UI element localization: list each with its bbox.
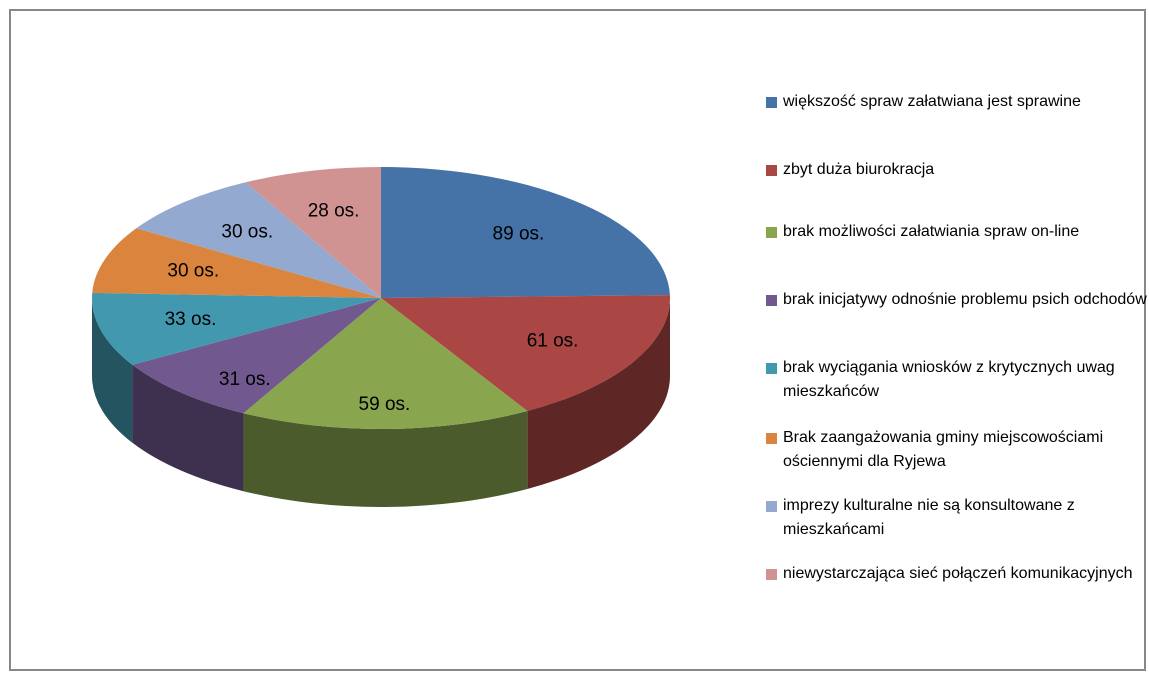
legend-item: zbyt duża biurokracja (766, 158, 1149, 182)
slice-side (92, 298, 133, 443)
legend-item: imprezy kulturalne nie są konsultowane z… (766, 494, 1149, 542)
legend-swatch (766, 501, 777, 512)
legend-swatch (766, 165, 777, 176)
data-label: 89 os. (493, 223, 545, 244)
legend-item: brak możliwości załatwiania spraw on-lin… (766, 220, 1149, 244)
slice (243, 298, 528, 429)
legend-swatch (766, 569, 777, 580)
data-label: 59 os. (359, 394, 411, 415)
legend-item: brak wyciągania wniosków z krytycznych u… (766, 356, 1149, 404)
legend-label: niewystarczająca sieć połączeń komunikac… (783, 565, 1133, 582)
slice-side (132, 364, 244, 492)
legend-label: zbyt duża biurokracja (783, 161, 935, 178)
data-label: 30 os. (167, 261, 219, 282)
legend-swatch (766, 227, 777, 238)
slice (132, 298, 381, 414)
legend-label: brak inicjatywy odnośnie problemu psich … (783, 291, 1147, 308)
legend-label: Brak zaangażowania gminy miejscowościami… (783, 429, 1104, 470)
legend-label: większość spraw załatwiana jest sprawine (783, 93, 1081, 110)
legend-swatch (766, 363, 777, 374)
legend-swatch (766, 433, 777, 444)
data-label: 28 os. (308, 201, 360, 222)
slice (92, 228, 382, 298)
slice (245, 167, 381, 298)
legend-item: brak inicjatywy odnośnie problemu psich … (766, 288, 1149, 312)
legend-item: niewystarczająca sieć połączeń komunikac… (766, 562, 1149, 586)
data-label: 31 os. (219, 369, 271, 390)
data-label: 30 os. (221, 222, 273, 243)
slice (92, 292, 381, 365)
slice (381, 295, 670, 411)
data-label: 61 os. (527, 330, 579, 351)
data-label: 33 os. (165, 309, 217, 330)
legend-label: imprezy kulturalne nie są konsultowane z… (783, 497, 1075, 538)
legend-label: brak możliwości załatwiania spraw on-lin… (783, 223, 1080, 240)
slice (381, 167, 670, 298)
legend-swatch (766, 295, 777, 306)
legend-label: brak wyciągania wniosków z krytycznych u… (783, 359, 1115, 400)
legend-item: większość spraw załatwiana jest sprawine (766, 90, 1149, 114)
slice-side (527, 298, 670, 489)
slice (136, 182, 381, 298)
legend-swatch (766, 97, 777, 108)
legend-item: Brak zaangażowania gminy miejscowościami… (766, 426, 1149, 474)
slice-side (243, 410, 528, 507)
